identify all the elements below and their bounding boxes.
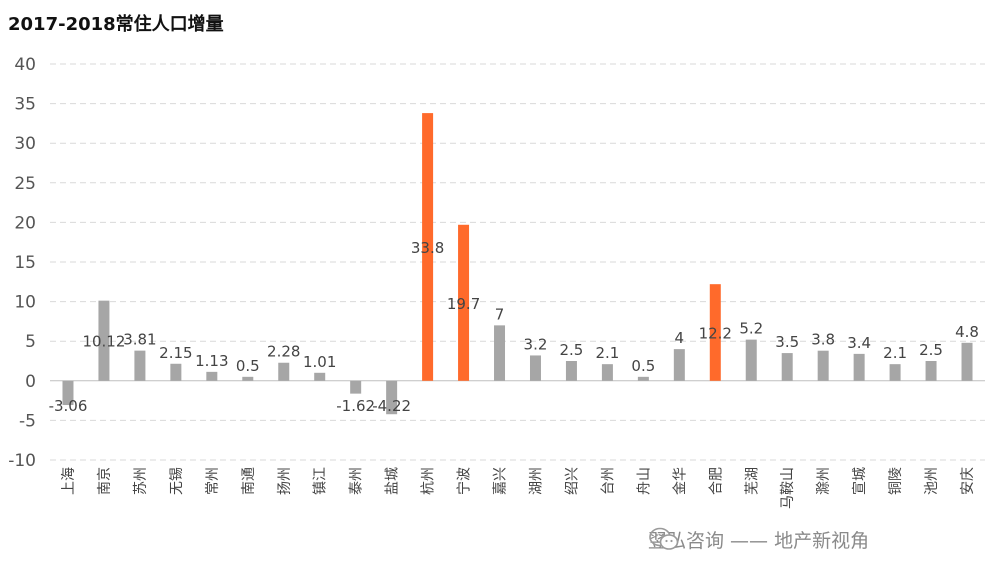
y-tick-label: 0 bbox=[25, 372, 36, 392]
data-labels: -3.06 10.123.812.15 1.13 0.5 2.281.01 -1.62-4… bbox=[49, 239, 979, 415]
x-tick-label: 合肥 bbox=[708, 467, 724, 495]
y-axis-ticks: -10 -5 0 5 10 15 20 25 30 35 40 bbox=[8, 55, 36, 471]
wechat-icon bbox=[649, 527, 679, 550]
data-label: -1.62 bbox=[336, 397, 375, 415]
y-tick-label: 15 bbox=[14, 253, 36, 273]
data-label: 4.8 bbox=[955, 323, 979, 341]
x-tick-label: 盐城 bbox=[385, 467, 401, 495]
bar-2 bbox=[134, 350, 146, 381]
bars bbox=[62, 113, 973, 415]
chart-title: 2017-2018常住人口增量 bbox=[8, 14, 224, 35]
gridlines bbox=[50, 63, 985, 461]
x-tick-label: 台州 bbox=[600, 467, 616, 495]
y-tick-label: -5 bbox=[19, 411, 36, 431]
x-tick-label: 杭州 bbox=[421, 467, 437, 495]
data-label: 3.5 bbox=[775, 333, 799, 351]
bar-19 bbox=[745, 339, 757, 381]
watermark-text: 翌弘咨询 —— 地产新视角 bbox=[648, 530, 870, 552]
x-tick-label: 无锡 bbox=[169, 467, 185, 495]
data-label: 5.2 bbox=[739, 320, 763, 338]
bar-12 bbox=[494, 325, 506, 381]
x-tick-label: 池州 bbox=[924, 467, 940, 495]
bar-10 bbox=[422, 113, 434, 381]
x-tick-label: 安庆 bbox=[960, 467, 976, 495]
x-tick-label: 湖州 bbox=[528, 467, 544, 495]
x-tick-label: 绍兴 bbox=[564, 467, 580, 495]
bar-0 bbox=[62, 380, 74, 406]
watermark: 翌弘咨询 —— 地产新视角 bbox=[648, 526, 869, 553]
data-label: 2.5 bbox=[560, 341, 584, 359]
data-label: 0.5 bbox=[236, 357, 260, 375]
x-axis-ticks: 上海 南京 苏州 无锡 常州 南通 扬州 镇江 泰州 盐城 杭州 宁波 嘉兴 湖州 绍兴 台州 舟山 金华 合肥 芜湖… bbox=[61, 467, 976, 509]
bar-25 bbox=[961, 342, 973, 381]
data-label: 3.81 bbox=[123, 331, 156, 349]
x-tick-label: 苏州 bbox=[133, 467, 149, 495]
x-tick-label: 舟山 bbox=[636, 467, 652, 495]
data-label: 3.4 bbox=[847, 334, 871, 352]
data-label: 12.2 bbox=[699, 324, 732, 342]
data-label: 0.5 bbox=[631, 357, 655, 375]
x-tick-label: 泰州 bbox=[349, 467, 365, 495]
data-label: 2.1 bbox=[883, 344, 907, 362]
bar-22 bbox=[853, 353, 865, 381]
bar-9 bbox=[386, 380, 398, 415]
y-tick-label: 25 bbox=[14, 174, 36, 194]
x-tick-label: 滁州 bbox=[816, 467, 832, 495]
bar-16 bbox=[637, 376, 649, 381]
data-label: 2.5 bbox=[919, 341, 943, 359]
bar-11 bbox=[458, 224, 470, 381]
x-tick-label: 宣城 bbox=[852, 467, 868, 495]
y-tick-label: 35 bbox=[14, 95, 36, 115]
bar-21 bbox=[817, 350, 829, 381]
x-tick-label: 马鞍山 bbox=[780, 467, 796, 509]
x-tick-label: 上海 bbox=[61, 467, 77, 495]
data-label: 2.28 bbox=[267, 343, 300, 361]
data-label: -3.06 bbox=[49, 397, 88, 415]
bar-1 bbox=[98, 300, 110, 381]
data-label: 19.7 bbox=[447, 295, 480, 313]
bar-5 bbox=[242, 376, 254, 381]
bar-3 bbox=[170, 363, 182, 381]
x-tick-label: 金华 bbox=[672, 467, 688, 495]
data-label: 2.1 bbox=[595, 344, 619, 362]
data-label: 7 bbox=[495, 305, 505, 323]
data-label: 2.15 bbox=[159, 344, 192, 362]
bar-13 bbox=[529, 355, 541, 381]
x-tick-label: 南京 bbox=[97, 467, 113, 495]
data-label: 10.12 bbox=[82, 333, 125, 351]
data-label: 3.8 bbox=[811, 331, 835, 349]
y-tick-label: 5 bbox=[25, 332, 36, 352]
y-tick-label: 40 bbox=[14, 55, 36, 75]
x-tick-label: 南通 bbox=[241, 467, 257, 495]
x-tick-label: 芜湖 bbox=[743, 467, 760, 495]
data-label: 4 bbox=[675, 329, 685, 347]
x-tick-label: 宁波 bbox=[456, 467, 473, 495]
y-tick-label: 20 bbox=[14, 213, 36, 233]
x-tick-label: 嘉兴 bbox=[493, 467, 509, 495]
bar-20 bbox=[781, 353, 793, 381]
bar-23 bbox=[889, 364, 901, 381]
data-label: 33.8 bbox=[411, 239, 444, 257]
bar-17 bbox=[673, 349, 685, 381]
bar-14 bbox=[565, 361, 577, 381]
bar-24 bbox=[925, 361, 937, 381]
bar-15 bbox=[601, 364, 613, 381]
x-tick-label: 扬州 bbox=[277, 467, 293, 495]
y-tick-label: 30 bbox=[14, 134, 36, 154]
bar-6 bbox=[278, 362, 290, 381]
data-label: -4.22 bbox=[372, 397, 411, 415]
x-tick-label: 铜陵 bbox=[888, 467, 904, 495]
bar-8 bbox=[350, 380, 362, 394]
data-label: 3.2 bbox=[524, 335, 548, 353]
y-tick-label: -10 bbox=[8, 451, 36, 471]
y-tick-label: 10 bbox=[14, 293, 36, 313]
x-tick-label: 镇江 bbox=[313, 467, 329, 495]
data-label: 1.13 bbox=[195, 352, 228, 370]
bar-4 bbox=[206, 371, 218, 381]
bar-18 bbox=[709, 284, 721, 381]
bar-7 bbox=[314, 372, 326, 381]
x-tick-label: 常州 bbox=[205, 467, 221, 495]
data-label: 1.01 bbox=[303, 353, 336, 371]
